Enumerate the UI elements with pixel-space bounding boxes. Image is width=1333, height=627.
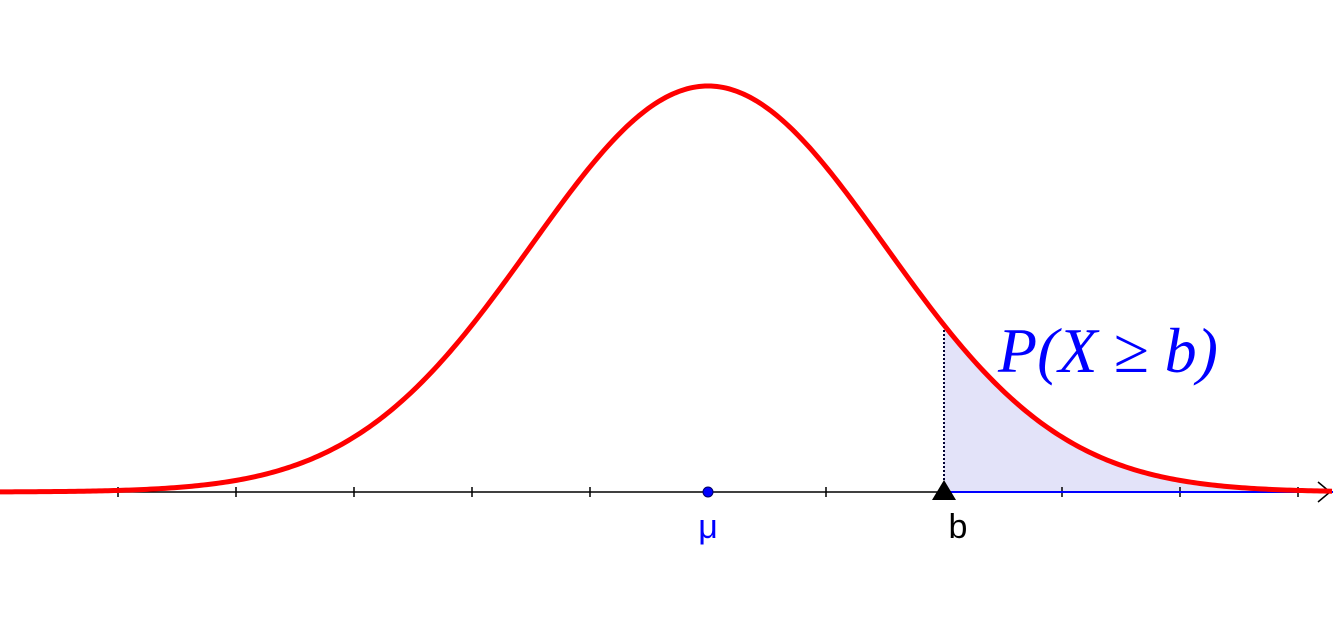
mu-point	[702, 486, 714, 498]
b-label: b	[949, 508, 968, 546]
density-curve	[0, 83, 1333, 495]
probability-label: P(X ≥ b)	[997, 315, 1218, 386]
b-marker	[932, 480, 956, 500]
shaded-area	[944, 325, 1333, 492]
mu-label: μ	[698, 508, 718, 546]
